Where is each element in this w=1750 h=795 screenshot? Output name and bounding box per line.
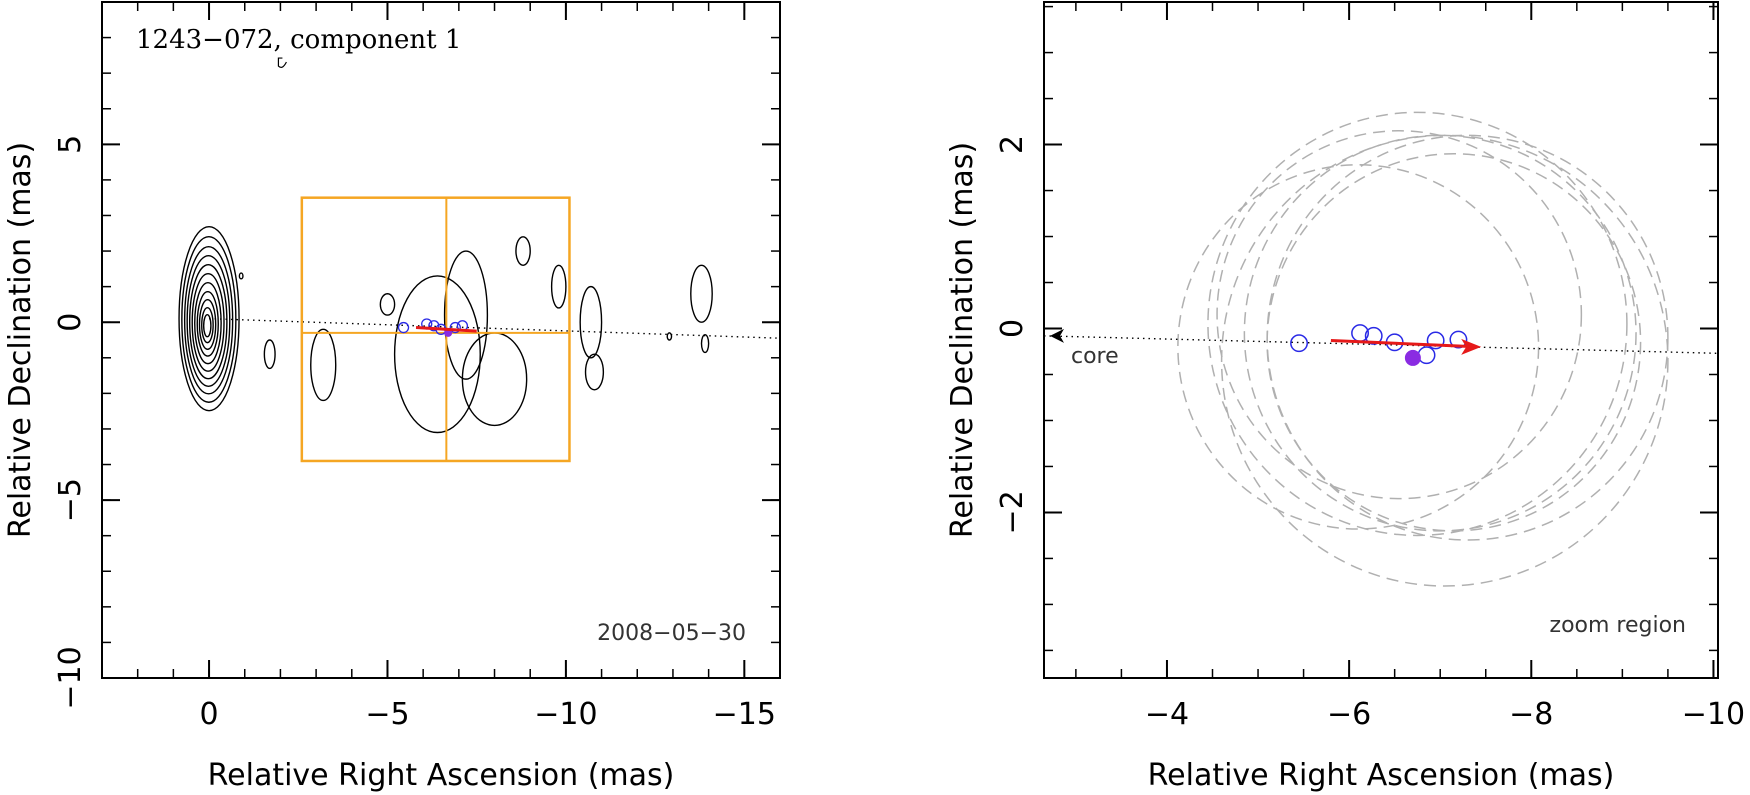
uncertainty-dashed-circle	[1266, 134, 1669, 541]
left-x-tick-label: −5	[365, 697, 409, 732]
component-position-circle	[1426, 331, 1445, 350]
velocity-arrow	[415, 326, 477, 333]
core-contour	[198, 298, 217, 351]
jet-contour	[579, 285, 603, 359]
component-position-circle	[1290, 334, 1308, 353]
left-y-tick-label: 5	[53, 135, 88, 154]
left-x-tick-label: 0	[200, 697, 219, 732]
jet-contour	[379, 293, 396, 316]
uncertainty-dashed-circle	[1216, 130, 1583, 500]
right-y-axis-title: Relative Declination (mas)	[945, 142, 980, 538]
left-date-label: 2008−05−30	[597, 621, 746, 646]
left-chart-panel: 0 −5 −10 −15 −10 −5 0 5 1243−072, component 1 2…	[3, 1, 781, 793]
jet-contour	[515, 236, 531, 266]
component-position-circle	[428, 320, 440, 332]
zoom-box	[300, 196, 571, 463]
left-x-tick-label: −10	[534, 697, 597, 732]
jet-contour	[310, 328, 337, 402]
right-x-axis-title: Relative Right Ascension (mas)	[1148, 758, 1615, 793]
right-y-tick-label: −2	[995, 490, 1030, 534]
component-position-circle	[1417, 346, 1436, 365]
right-x-tick-label: −4	[1145, 697, 1189, 732]
velocity-arrow	[1330, 338, 1468, 348]
uncertainty-dashed-circle	[1207, 111, 1628, 537]
jet-contour	[550, 264, 567, 309]
uncertainty-dashed-circle	[1266, 153, 1642, 532]
left-y-tick-label: −5	[53, 478, 88, 522]
right-x-tick-label: −10	[1682, 697, 1745, 732]
left-y-axis-title: Relative Declination (mas)	[3, 142, 38, 538]
jet-contour	[461, 332, 528, 427]
component-position-circle	[1449, 330, 1468, 349]
beam-ellipse	[277, 57, 287, 68]
core-contour	[194, 281, 222, 365]
jet-contour	[238, 272, 244, 280]
right-x-tick-label: −6	[1327, 697, 1371, 732]
core-contour	[188, 263, 228, 380]
core-label: core	[1071, 344, 1119, 369]
left-y-tick-label: −10	[53, 646, 88, 709]
core-contour	[191, 272, 225, 372]
core-contour	[183, 245, 234, 395]
core-contour	[181, 235, 237, 403]
left-plot-area	[178, 57, 780, 463]
left-ticks: 0 −5 −10 −15 −10 −5 0 5	[53, 2, 780, 732]
right-x-tick-label: −8	[1509, 697, 1553, 732]
jet-contour	[666, 332, 673, 341]
right-y-tick-label: 2	[995, 135, 1030, 154]
jet-contour	[584, 353, 605, 391]
uncertainty-dashed-circle	[1220, 134, 1669, 587]
right-ticks: −4 −6 −8 −10 −2 0 2	[995, 2, 1745, 732]
left-x-tick-label: −15	[713, 697, 776, 732]
core-contour	[186, 254, 231, 387]
left-plot-frame	[101, 1, 781, 679]
right-chart-panel: −4 −6 −8 −10 −2 0 2 core zoom region Relative …	[945, 1, 1745, 793]
core-contour	[196, 290, 219, 357]
left-chart-title: 1243−072, component 1	[136, 25, 461, 55]
jet-contour	[263, 339, 276, 370]
left-y-tick-label: 0	[53, 313, 88, 332]
velocity-arrowhead	[1461, 338, 1482, 355]
zoom-region-label: zoom region	[1550, 613, 1686, 638]
left-x-axis-title: Relative Right Ascension (mas)	[208, 758, 675, 793]
jet-contour	[700, 333, 710, 354]
uncertainty-dashed-circle	[1177, 164, 1540, 530]
jet-contour	[690, 264, 713, 323]
right-y-tick-label: 0	[995, 319, 1030, 338]
jet-axis-dotted-line	[209, 317, 780, 339]
jet-axis-dotted-line	[1044, 335, 1718, 355]
core-contour	[202, 313, 212, 338]
component-position-circle	[449, 321, 461, 334]
jet-contour	[443, 250, 489, 380]
component-position-circle	[1364, 326, 1383, 345]
component-position-circle	[397, 321, 410, 334]
right-plot-area	[1044, 111, 1718, 587]
core-contour	[178, 225, 240, 412]
core-contour	[201, 306, 214, 344]
mean-position-point	[1404, 349, 1421, 366]
right-plot-frame	[1043, 1, 1719, 679]
jet-contour	[393, 275, 481, 434]
core-direction-arrowhead	[1050, 328, 1064, 343]
